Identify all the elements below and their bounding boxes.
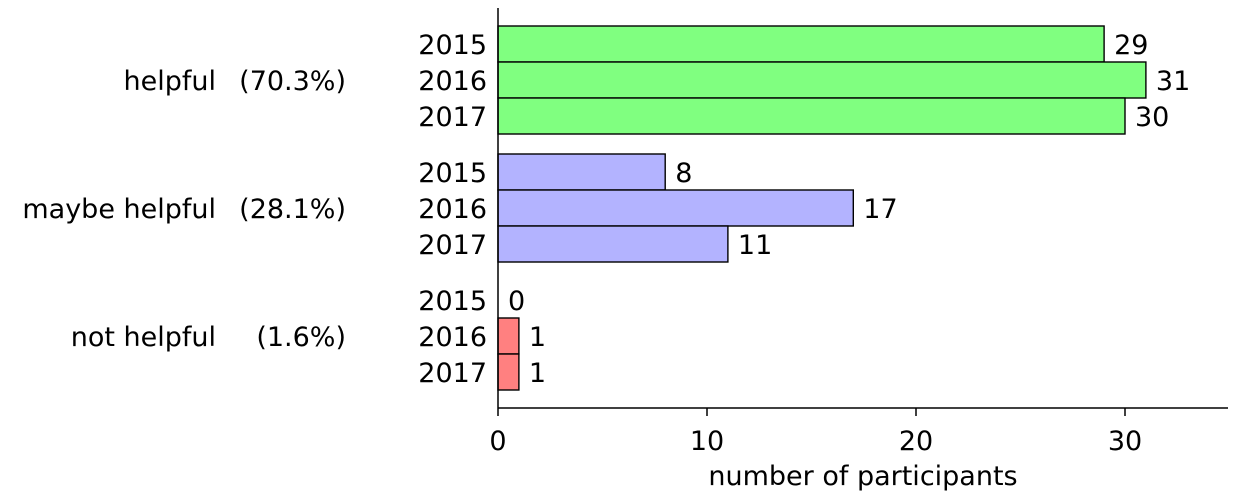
value-label: 0 <box>508 286 525 317</box>
year-label: 2017 <box>418 358 487 389</box>
x-tick-label: 30 <box>1108 426 1142 457</box>
group-label: helpful <box>124 66 216 97</box>
year-label: 2015 <box>418 158 487 189</box>
group-percent: (70.3%) <box>239 66 346 97</box>
value-label: 11 <box>738 230 772 261</box>
bar <box>497 353 520 391</box>
bar <box>497 317 520 355</box>
year-label: 2016 <box>418 194 487 225</box>
x-tick-label: 20 <box>899 426 933 457</box>
value-label: 17 <box>863 194 897 225</box>
value-label: 30 <box>1135 102 1169 133</box>
bar <box>497 61 1147 99</box>
bar <box>497 189 854 227</box>
value-label: 31 <box>1156 66 1190 97</box>
group-label: maybe helpful <box>22 194 216 225</box>
year-label: 2015 <box>418 286 487 317</box>
year-label: 2016 <box>418 66 487 97</box>
value-label: 1 <box>529 322 546 353</box>
value-label: 1 <box>529 358 546 389</box>
bar <box>497 153 666 191</box>
year-label: 2017 <box>418 102 487 133</box>
year-label: 2017 <box>418 230 487 261</box>
labels-layer: helpful (70.3%) 2015 29 2016 31 2017 30 maybe he… <box>22 30 1190 389</box>
x-tick-label: 10 <box>690 426 724 457</box>
x-axis-title: number of participants <box>708 461 1017 492</box>
value-label: 8 <box>675 158 692 189</box>
value-label: 29 <box>1114 30 1148 61</box>
bar <box>497 97 1126 135</box>
year-label: 2016 <box>418 322 487 353</box>
group-label: not helpful <box>71 322 216 353</box>
x-ticks: 0 10 20 30 <box>489 408 1142 457</box>
bar <box>497 25 1105 63</box>
x-tick-label: 0 <box>489 426 506 457</box>
bar <box>497 225 729 263</box>
group-percent: (1.6%) <box>256 322 346 353</box>
group-percent: (28.1%) <box>239 194 346 225</box>
year-label: 2015 <box>418 30 487 61</box>
bars-layer <box>497 25 1147 391</box>
